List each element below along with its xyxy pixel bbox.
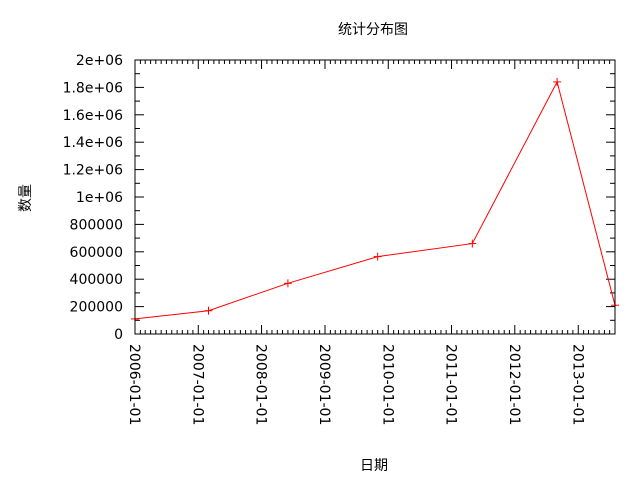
x-tick-label: 2009-01-01 (316, 344, 332, 425)
y-tick-label: 1.4e+06 (63, 135, 124, 151)
y-tick-label: 2e+06 (76, 53, 123, 69)
data-point-marker (204, 306, 213, 315)
y-tick-label: 600000 (70, 245, 123, 261)
data-point-marker (373, 252, 382, 261)
axis-ticks (134, 59, 615, 335)
y-axis-label: 数量 (18, 184, 34, 212)
y-tick-labels: 0 200000 400000 600000 800000 1e+06 1.2e+06 1.4… (63, 53, 124, 343)
y-tick-label: 400000 (70, 272, 123, 288)
x-tick-label: 2013-01-01 (569, 344, 585, 425)
chart-title: 统计分布图 (338, 22, 408, 38)
series-group (131, 77, 619, 323)
x-tick-labels: 2006-01-01 2007-01-01 2008-01-01 2009-01-01… (126, 344, 585, 425)
y-tick-label: 0 (114, 327, 123, 343)
data-point-marker (283, 279, 292, 288)
series-line (134, 80, 616, 320)
plot-frame (134, 59, 616, 335)
y-tick-label: 200000 (70, 300, 123, 316)
x-tick-label: 2011-01-01 (443, 344, 459, 425)
y-tick-label: 1e+06 (76, 190, 123, 206)
data-point-marker (468, 239, 477, 248)
x-tick-label: 2008-01-01 (253, 344, 269, 425)
y-tick-label: 1.2e+06 (63, 163, 124, 179)
x-axis-label: 日期 (360, 458, 388, 474)
x-tick-label: 2012-01-01 (506, 344, 522, 425)
x-tick-label: 2010-01-01 (379, 344, 395, 425)
x-tick-label: 2006-01-01 (126, 344, 142, 425)
data-point-marker (553, 77, 562, 86)
y-tick-label: 800000 (70, 217, 123, 233)
y-tick-label: 1.6e+06 (63, 108, 124, 124)
y-tick-label: 1.8e+06 (63, 80, 124, 96)
x-tick-label: 2007-01-01 (189, 344, 205, 425)
